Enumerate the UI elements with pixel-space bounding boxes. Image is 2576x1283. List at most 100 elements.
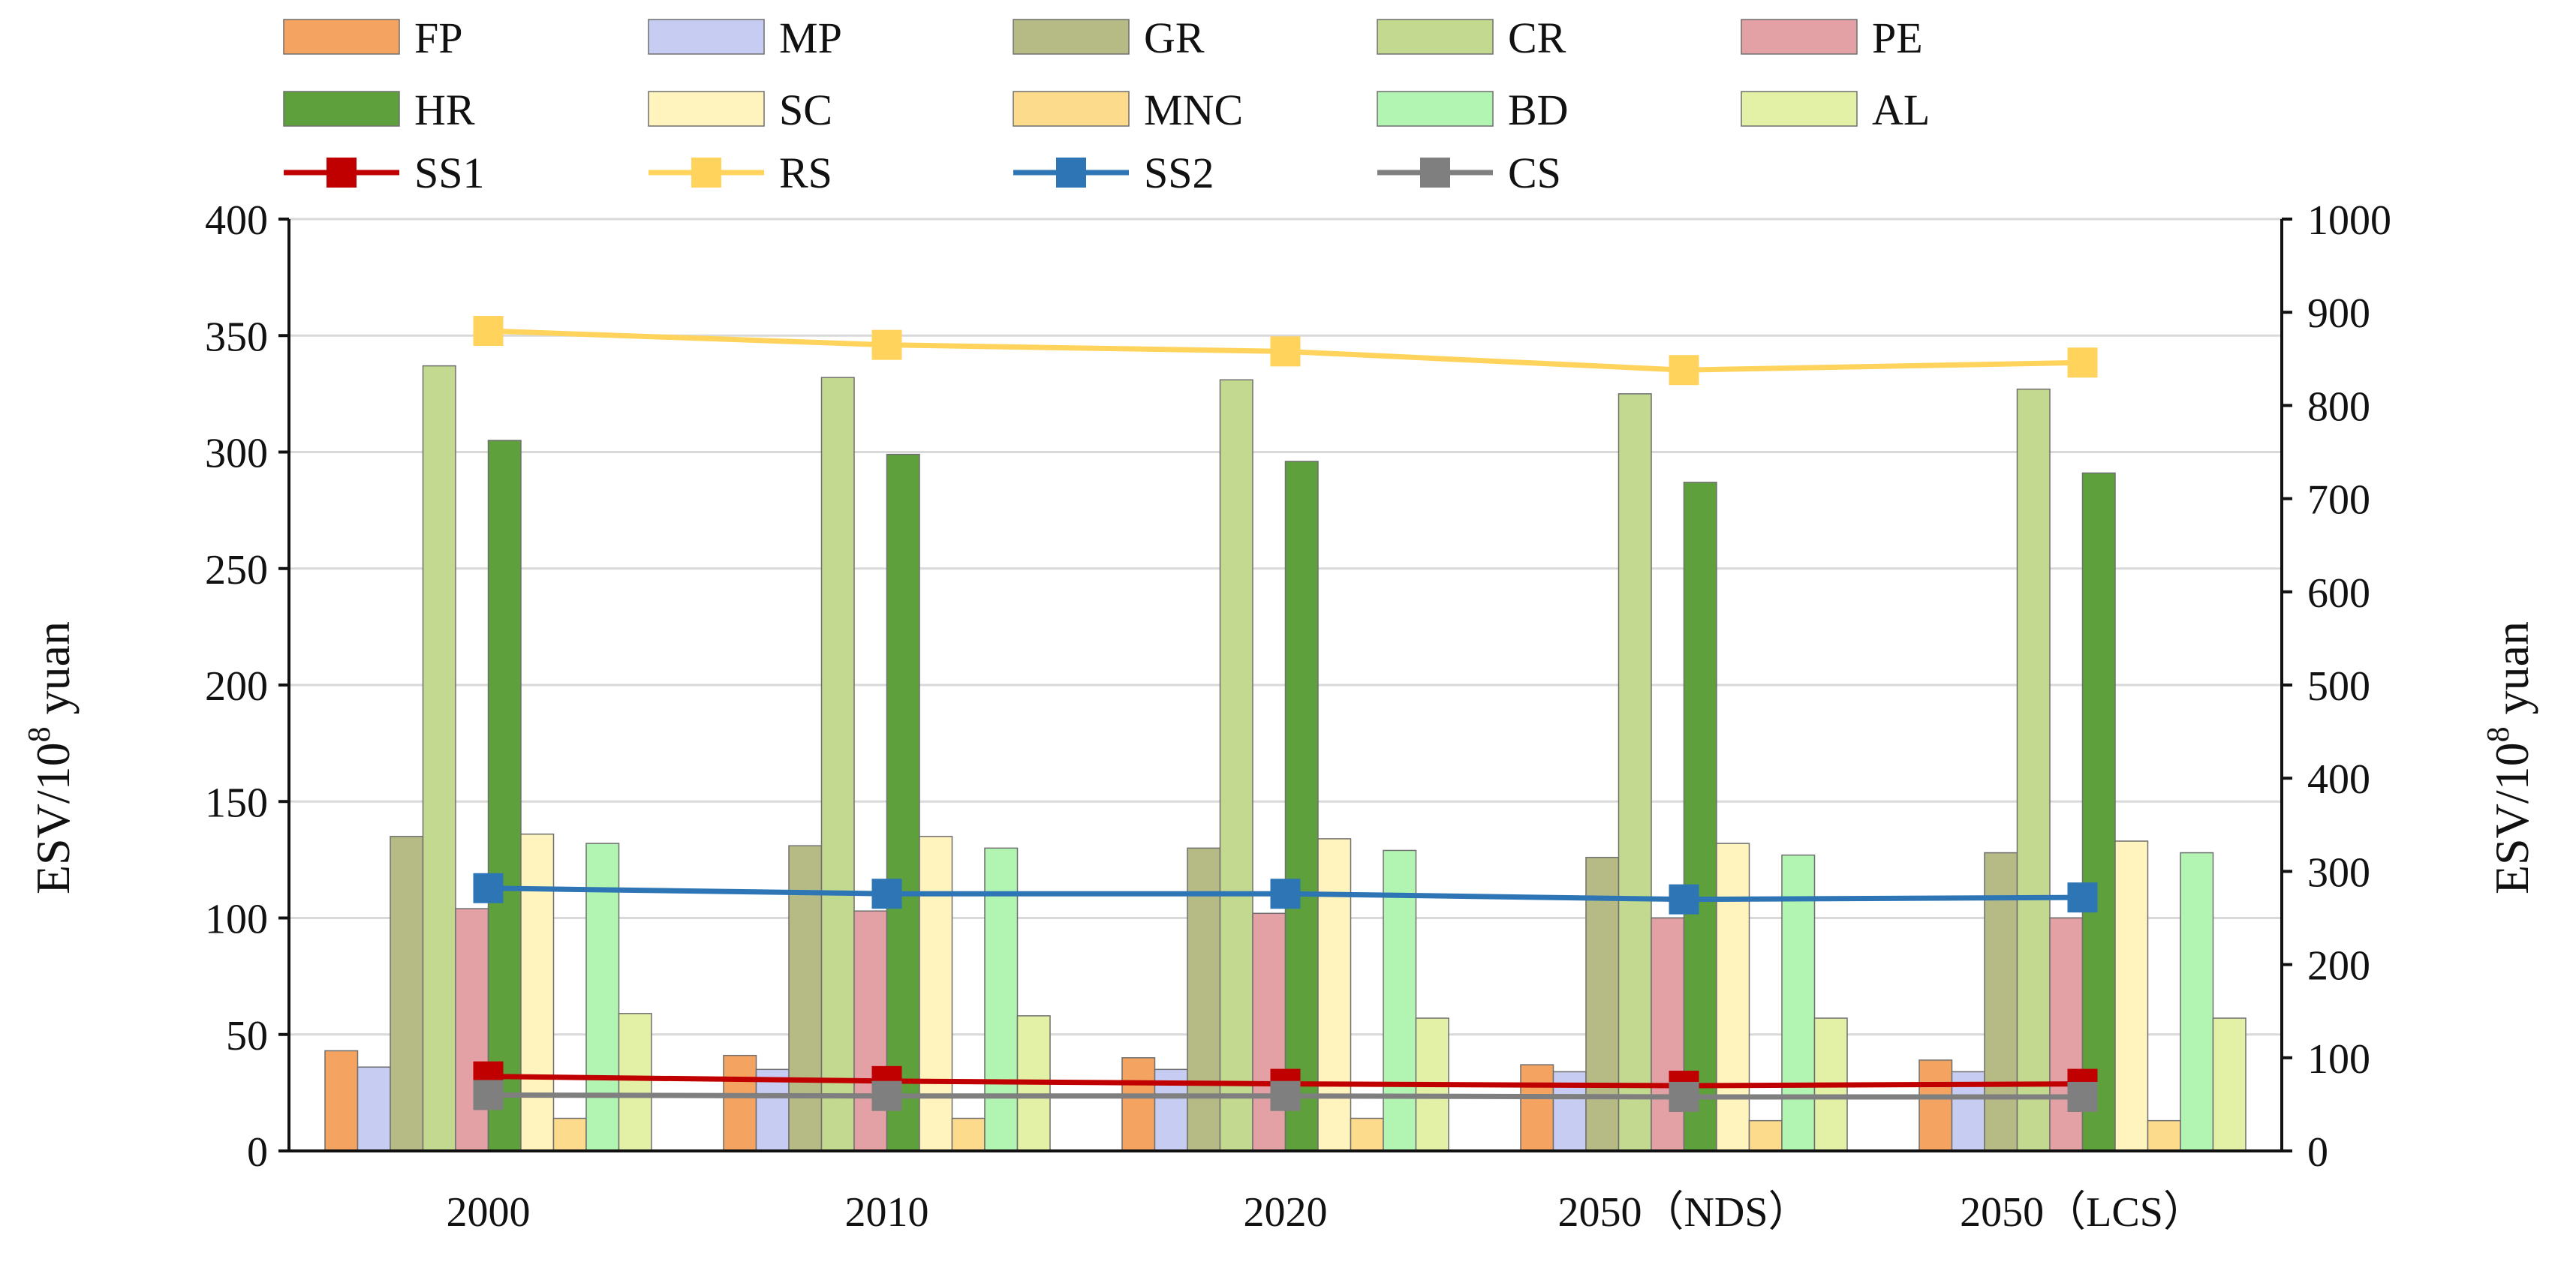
right-tick-label: 900 bbox=[2307, 290, 2370, 337]
left-tick-label: 150 bbox=[205, 780, 268, 826]
right-tick-label: 400 bbox=[2307, 756, 2370, 803]
right-tick-label: 0 bbox=[2307, 1129, 2328, 1176]
right-tick-label: 300 bbox=[2307, 849, 2370, 896]
bar-sc-2050-lcs bbox=[2114, 840, 2149, 1152]
legend-label-cr: CR bbox=[1508, 14, 1566, 62]
legend-label-mnc: MNC bbox=[1144, 86, 1243, 134]
bar-fp-2050-lcs bbox=[1918, 1059, 1953, 1152]
marker-rs-2020 bbox=[1270, 336, 1301, 367]
right-tick-label: 600 bbox=[2307, 570, 2370, 617]
left-tick-label: 400 bbox=[205, 197, 268, 244]
bar-cr-2050-nds bbox=[1618, 393, 1652, 1152]
bar-sc-2050-nds bbox=[1716, 843, 1750, 1152]
legend-marker-rs bbox=[691, 158, 721, 188]
legend-swatch-mnc bbox=[1013, 91, 1130, 127]
bar-gr-2050-nds bbox=[1585, 857, 1620, 1152]
legend-label-bd: BD bbox=[1508, 86, 1569, 134]
right-tick-label: 500 bbox=[2307, 663, 2370, 710]
legend-label-mp: MP bbox=[779, 14, 842, 62]
bar-pe-2020 bbox=[1252, 912, 1286, 1152]
left-tick-label: 250 bbox=[205, 547, 268, 593]
bar-cr-2000 bbox=[422, 365, 456, 1152]
bar-sc-2000 bbox=[520, 833, 555, 1152]
marker-ss2-2020 bbox=[1270, 879, 1301, 909]
legend-marker-ss1 bbox=[327, 158, 357, 188]
bar-gr-2050-lcs bbox=[1984, 852, 2018, 1152]
bar-mnc-2000 bbox=[552, 1117, 587, 1152]
right-axis-title: ESV/108 yuan bbox=[2481, 621, 2538, 894]
left-tick-label: 200 bbox=[205, 663, 268, 710]
bar-hr-2010 bbox=[886, 453, 920, 1152]
bar-mnc-2050-nds bbox=[1748, 1119, 1783, 1152]
legend-marker-cs bbox=[1420, 158, 1450, 188]
bar-hr-2050-lcs bbox=[2081, 472, 2116, 1152]
bar-cr-2050-lcs bbox=[2016, 388, 2051, 1152]
legend-label-ss2: SS2 bbox=[1144, 149, 1214, 197]
bar-bd-2000 bbox=[585, 843, 620, 1152]
legend-label-pe: PE bbox=[1872, 14, 1923, 62]
left-tick-label: 0 bbox=[247, 1129, 268, 1176]
bar-sc-2010 bbox=[919, 836, 953, 1152]
marker-rs-2000 bbox=[473, 316, 504, 347]
left-axis-title: ESV/108 yuan bbox=[23, 621, 80, 894]
bars bbox=[324, 365, 2246, 1152]
bar-bd-2020 bbox=[1383, 849, 1417, 1152]
legend-label-cs: CS bbox=[1508, 149, 1561, 197]
bar-cr-2020 bbox=[1219, 379, 1253, 1152]
marker-ss2-2050-lcs bbox=[2067, 882, 2098, 913]
bar-mp-2000 bbox=[357, 1066, 391, 1152]
legend-label-gr: GR bbox=[1144, 14, 1205, 62]
bar-hr-2020 bbox=[1284, 461, 1319, 1152]
legend-swatch-gr bbox=[1013, 19, 1130, 55]
bar-hr-2000 bbox=[487, 440, 522, 1152]
legend-swatch-hr bbox=[283, 91, 400, 127]
bar-pe-2050-lcs bbox=[2049, 917, 2084, 1152]
bar-mnc-2050-lcs bbox=[2147, 1119, 2181, 1152]
bar-hr-2050-nds bbox=[1683, 482, 1717, 1152]
marker-cs-2000 bbox=[473, 1080, 504, 1110]
legend-swatch-pe bbox=[1741, 19, 1858, 55]
bar-mnc-2020 bbox=[1350, 1117, 1384, 1152]
right-tick-label: 700 bbox=[2307, 477, 2370, 524]
bar-al-2050-lcs bbox=[2212, 1017, 2246, 1152]
axes: 0 50 100 150 200 250 300 350 400 0 100 200 300 400 500… bbox=[205, 197, 2391, 1236]
bar-bd-2010 bbox=[984, 847, 1019, 1152]
legend-label-sc: SC bbox=[779, 86, 832, 134]
bar-fp-2020 bbox=[1121, 1057, 1156, 1152]
bar-sc-2020 bbox=[1317, 838, 1352, 1152]
bar-fp-2010 bbox=[723, 1054, 757, 1152]
bar-pe-2010 bbox=[853, 910, 888, 1152]
marker-ss2-2000 bbox=[473, 873, 504, 903]
bar-mnc-2010 bbox=[951, 1117, 986, 1152]
legend-label-ss1: SS1 bbox=[414, 149, 485, 197]
legend-swatch-bd bbox=[1377, 91, 1494, 127]
bar-fp-2050-nds bbox=[1520, 1064, 1554, 1152]
right-tick-label: 1000 bbox=[2307, 197, 2391, 244]
marker-cs-2020 bbox=[1270, 1080, 1301, 1111]
legend-swatch-mp bbox=[648, 19, 765, 55]
marker-rs-2050-nds bbox=[1669, 355, 1699, 386]
marker-cs-2050-nds bbox=[1669, 1081, 1699, 1112]
bar-cr-2010 bbox=[820, 377, 855, 1152]
legend-label-fp: FP bbox=[414, 14, 463, 62]
left-tick-label: 50 bbox=[226, 1013, 268, 1059]
legend-label-hr: HR bbox=[414, 86, 475, 134]
marker-ss2-2010 bbox=[871, 879, 902, 909]
right-tick-label: 800 bbox=[2307, 383, 2370, 430]
legend-swatch-al bbox=[1741, 91, 1858, 127]
category-label: 2020 bbox=[1244, 1189, 1328, 1236]
legend-swatch-sc bbox=[648, 91, 765, 127]
left-tick-label: 100 bbox=[205, 897, 268, 943]
bar-bd-2050-nds bbox=[1781, 854, 1816, 1152]
legend: FP MP GR CR PE HR SC MNC BD AL SS1 RS SS2 CS bbox=[283, 14, 1930, 197]
legend-swatch-fp bbox=[283, 19, 400, 55]
marker-ss2-2050-nds bbox=[1669, 884, 1699, 915]
bar-pe-2050-nds bbox=[1651, 917, 1685, 1152]
legend-marker-ss2 bbox=[1056, 158, 1086, 188]
category-label: 2000 bbox=[447, 1189, 531, 1236]
lines bbox=[473, 316, 2098, 1112]
category-label: 2050（NDS） bbox=[1557, 1189, 1810, 1236]
right-tick-label: 200 bbox=[2307, 943, 2370, 990]
legend-label-rs: RS bbox=[779, 149, 832, 197]
